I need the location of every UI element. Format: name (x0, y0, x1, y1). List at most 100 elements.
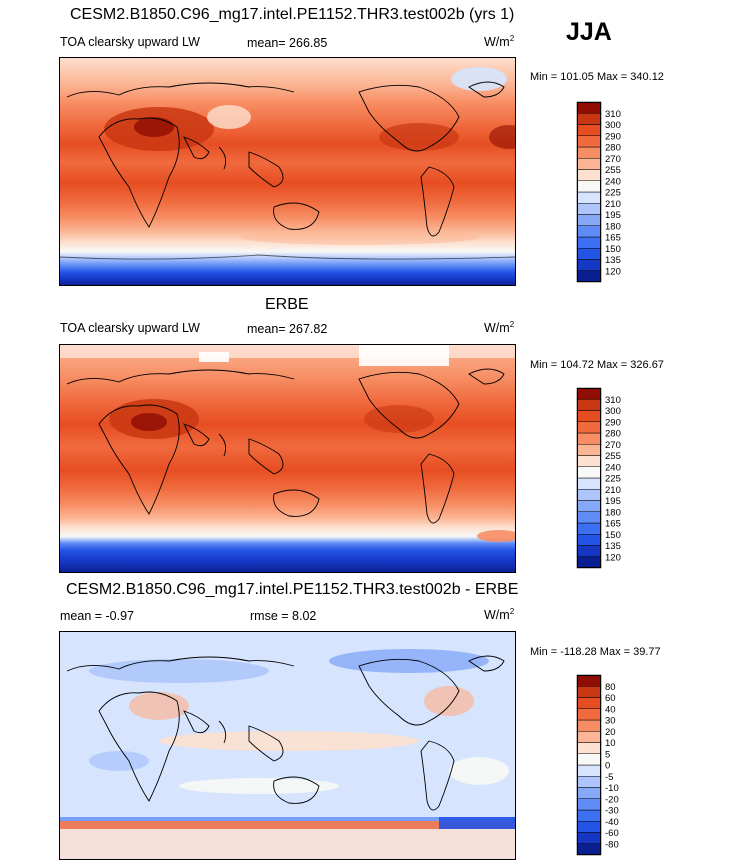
colorbar-swatch (576, 113, 602, 125)
colorbar-tick-label: -60 (605, 828, 619, 839)
colorbar-swatch (576, 674, 602, 687)
colorbar-swatch (576, 753, 602, 766)
colorbar-tick-label: 120 (605, 552, 621, 563)
panel-diff-mean-label: mean = -0.97 (60, 609, 135, 623)
colorbar-swatch (576, 489, 602, 501)
panel-diff-minmax: Min = -118.28 Max = 39.77 (530, 646, 661, 658)
colorbar-swatch (576, 556, 602, 569)
colorbar-tick-label: 150 (605, 244, 621, 255)
colorbar-swatch (576, 500, 602, 512)
colorbar-tick-label: 255 (605, 165, 621, 176)
colorbar-swatch (576, 764, 602, 777)
colorbar-tick-label: 225 (605, 474, 621, 485)
colorbar-tick-label: 290 (605, 131, 621, 142)
panel-obs-map (59, 344, 516, 573)
colorbar-swatch (576, 146, 602, 159)
colorbar-tick-label: 195 (605, 210, 621, 221)
colorbar-tick-label: 80 (605, 682, 616, 693)
colorbar-tick-label: 20 (605, 727, 616, 738)
colorbar-swatch (576, 135, 602, 148)
colorbar-swatch (576, 731, 602, 743)
panel-obs-title: ERBE (265, 296, 309, 313)
colorbar-tick-label: 60 (605, 693, 616, 704)
colorbar-swatch (576, 101, 602, 114)
colorbar-swatch (576, 387, 602, 400)
colorbar-tick-label: 5 (605, 749, 610, 760)
colorbar-swatch (576, 534, 602, 546)
colorbar-swatch (576, 203, 602, 215)
colorbar-tick-label: -40 (605, 817, 619, 828)
panel-diff-title: CESM2.B1850.C96_mg17.intel.PE1152.THR3.t… (66, 581, 519, 598)
colorbar-swatch (576, 776, 602, 788)
panel-model-title: CESM2.B1850.C96_mg17.intel.PE1152.THR3.t… (70, 6, 515, 23)
colorbar-tick-label: 240 (605, 176, 621, 187)
colorbar-tick-label: 30 (605, 716, 616, 727)
panel-model-colorbar-ticks: 1201351501651801952102252402552702802903… (605, 109, 621, 278)
colorbar-swatch (576, 214, 602, 226)
panel-model-units: W/m2 (484, 34, 515, 50)
colorbar-swatch (576, 444, 602, 456)
colorbar-swatch (576, 697, 602, 709)
colorbar-swatch (576, 180, 602, 193)
colorbar-swatch (576, 809, 602, 822)
colorbar-swatch (576, 432, 602, 445)
colorbar-swatch (576, 248, 602, 260)
colorbar-tick-label: 0 (605, 761, 610, 772)
colorbar-swatch (576, 511, 602, 524)
panel-model-mean-label: mean= 266.85 (247, 36, 328, 50)
colorbar-tick-label: -80 (605, 839, 619, 850)
colorbar-swatch (576, 421, 602, 434)
colorbar-tick-label: 270 (605, 154, 621, 165)
colorbar-swatch (576, 410, 602, 422)
colorbar-swatch (576, 477, 602, 490)
colorbar-swatch (576, 787, 602, 799)
colorbar-tick-label: -10 (605, 783, 619, 794)
panel-diff-rmse-label: rmse = 8.02 (250, 609, 317, 623)
colorbar-swatch (576, 708, 602, 721)
colorbar-tick-label: 210 (605, 199, 621, 210)
colorbar-tick-label: 280 (605, 429, 621, 440)
colorbar-swatch (576, 843, 602, 856)
season-label: JJA (566, 18, 612, 46)
panel-diff-map (59, 631, 516, 860)
colorbar-tick-label: 135 (605, 541, 621, 552)
panel-model-map (59, 57, 516, 286)
colorbar-tick-label: 270 (605, 440, 621, 451)
colorbar-tick-label: -5 (605, 772, 613, 783)
colorbar-tick-label: -20 (605, 794, 619, 805)
colorbar-swatch (576, 158, 602, 170)
colorbar-tick-label: 165 (605, 519, 621, 530)
colorbar-swatch (576, 522, 602, 535)
colorbar-tick-label: 120 (605, 266, 621, 277)
panel-model-minmax: Min = 101.05 Max = 340.12 (530, 71, 664, 83)
colorbar-swatch (576, 686, 602, 698)
colorbar-swatch (576, 545, 602, 557)
colorbar-tick-label: 225 (605, 188, 621, 199)
colorbar-tick-label: 10 (605, 738, 616, 749)
colorbar-swatch (576, 259, 602, 271)
colorbar-tick-label: 290 (605, 417, 621, 428)
panel-obs-colorbar (576, 387, 602, 569)
colorbar-tick-label: 310 (605, 109, 621, 120)
colorbar-swatch (576, 821, 602, 833)
panel-obs-colorbar-ticks: 1201351501651801952102252402552702802903… (605, 395, 621, 564)
colorbar-swatch (576, 124, 602, 136)
colorbar-swatch (576, 798, 602, 811)
colorbar-swatch (576, 236, 602, 249)
colorbar-swatch (576, 832, 602, 844)
colorbar-tick-label: 280 (605, 143, 621, 154)
colorbar-swatch (576, 169, 602, 181)
panel-obs-minmax: Min = 104.72 Max = 326.67 (530, 359, 664, 371)
colorbar-tick-label: 300 (605, 406, 621, 417)
colorbar-tick-label: 165 (605, 233, 621, 244)
colorbar-tick-label: 195 (605, 496, 621, 507)
colorbar-tick-label: 180 (605, 221, 621, 232)
panel-obs-units: W/m2 (484, 320, 515, 336)
colorbar-swatch (576, 399, 602, 411)
colorbar-tick-label: 40 (605, 704, 616, 715)
colorbar-tick-label: 180 (605, 507, 621, 518)
panel-model-colorbar (576, 101, 602, 283)
colorbar-tick-label: 310 (605, 395, 621, 406)
colorbar-swatch (576, 742, 602, 754)
